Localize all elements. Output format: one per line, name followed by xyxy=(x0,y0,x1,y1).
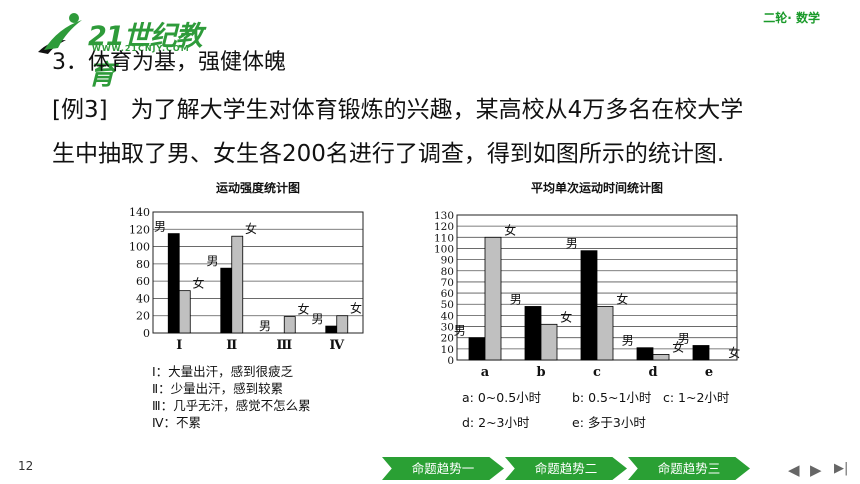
bar-male xyxy=(524,306,542,361)
trend-3-button[interactable]: 命题趋势三 xyxy=(628,457,750,480)
x-tick-label: Ⅳ xyxy=(329,338,344,353)
bar-series-label: 男 xyxy=(454,324,466,338)
x-tick-label: a xyxy=(481,365,490,380)
bar-male xyxy=(325,325,338,334)
legend-item: Ⅰ：大量出汗，感到很疲乏 xyxy=(152,364,294,379)
logo: 21世纪教育 WWW.21CNJY.COM xyxy=(30,10,205,91)
legend-item-d: d: 2~3小时 xyxy=(462,415,530,430)
bar-series-label: 女 xyxy=(728,345,740,360)
y-tick-label: 40 xyxy=(136,292,150,305)
y-tick-label: 140 xyxy=(129,206,150,219)
bar-series-label: 女 xyxy=(560,309,572,324)
bar-male xyxy=(580,250,598,361)
legend-item: Ⅱ：少量出汗，感到较累 xyxy=(152,381,284,396)
bar-female xyxy=(231,235,244,334)
y-tick-label: 100 xyxy=(129,241,150,254)
y-tick-label: 120 xyxy=(434,221,454,233)
trend-1-button[interactable]: 命题趋势一 xyxy=(382,457,504,480)
bar-female xyxy=(336,315,349,334)
page-number: 12 xyxy=(18,459,34,473)
section-title: 3．体育为基，强健体魄 xyxy=(52,50,286,75)
legend-item-c: c: 1~2小时 xyxy=(663,390,730,405)
x-tick-label: Ⅲ xyxy=(276,338,292,353)
bar-male xyxy=(468,337,486,361)
course-label: 二轮· 数学 xyxy=(763,11,820,25)
bar-series-label: 女 xyxy=(504,222,516,237)
bar-series-label: 男 xyxy=(622,334,634,348)
chart-title: 运动强度统计图 xyxy=(216,182,300,195)
chart-title: 平均单次运动时间统计图 xyxy=(531,182,663,195)
y-tick-label: 110 xyxy=(434,232,454,244)
y-tick-label: 60 xyxy=(441,288,454,300)
y-tick-label: 30 xyxy=(441,322,454,334)
legend-item: Ⅲ：几乎无汗，感觉不怎么累 xyxy=(152,398,311,413)
bar-series-label: 女 xyxy=(192,276,204,291)
bar-female xyxy=(596,306,614,361)
bar-series-label: 女 xyxy=(616,291,628,306)
bar-series-label: 女 xyxy=(297,302,309,317)
y-tick-label: 40 xyxy=(441,310,454,322)
y-tick-label: 0 xyxy=(447,355,454,367)
legend-item-b: b: 0.5~1小时 xyxy=(572,390,652,405)
y-tick-label: 80 xyxy=(441,266,454,278)
bar-female xyxy=(178,290,191,334)
bar-series-label: 女 xyxy=(245,221,257,236)
last-page-icon[interactable]: ▶| xyxy=(834,461,849,476)
y-tick-label: 80 xyxy=(136,258,150,271)
bar-series-label: 女 xyxy=(350,301,362,316)
problem-line-2: 生中抽取了男、女生各200名进行了调查，得到如图所示的统计图. xyxy=(52,141,725,167)
bar-female xyxy=(283,316,296,334)
bar-series-label: 男 xyxy=(154,220,166,234)
bar-series-label: 男 xyxy=(259,319,271,333)
y-tick-label: 10 xyxy=(441,344,454,356)
next-page-icon[interactable]: ▶ xyxy=(810,461,822,479)
y-tick-label: 50 xyxy=(441,299,454,311)
bar-female xyxy=(484,236,502,361)
y-tick-label: 0 xyxy=(143,327,150,340)
bar-male xyxy=(167,233,180,334)
problem-line-1: [例3] 为了解大学生对体育锻炼的兴趣，某高校从4万多名在校大学 xyxy=(52,97,744,123)
y-tick-label: 20 xyxy=(136,310,150,323)
bar-male xyxy=(636,347,654,361)
y-tick-label: 90 xyxy=(441,255,454,267)
intensity-legend: Ⅰ：大量出汗，感到很疲乏 Ⅱ：少量出汗，感到较累 Ⅲ：几乎无汗，感觉不怎么累 Ⅳ… xyxy=(152,363,311,431)
bar-series-label: 男 xyxy=(207,254,219,268)
bar-female xyxy=(540,323,558,361)
runner-icon xyxy=(38,13,82,54)
bar-female xyxy=(652,354,670,361)
y-tick-label: 130 xyxy=(434,210,454,222)
x-tick-label: Ⅰ xyxy=(176,338,182,353)
y-tick-label: 70 xyxy=(441,277,454,289)
y-tick-label: 120 xyxy=(129,223,150,236)
trend-2-button[interactable]: 命题趋势二 xyxy=(505,457,627,480)
y-tick-label: 60 xyxy=(136,275,150,288)
legend-item: Ⅳ：不累 xyxy=(152,415,202,430)
prev-page-icon[interactable]: ◀ xyxy=(788,461,800,479)
x-tick-label: b xyxy=(536,365,545,380)
x-tick-label: e xyxy=(705,365,713,380)
bar-male xyxy=(692,345,710,361)
x-tick-label: Ⅱ xyxy=(226,338,237,353)
plot-frame xyxy=(152,211,364,334)
bar-series-label: 女 xyxy=(672,339,684,354)
bar-series-label: 男 xyxy=(312,312,324,326)
logo-subtext: WWW.21CNJY.COM xyxy=(92,44,190,53)
time-legend: a: 0~0.5小时 b: 0.5~1小时 c: 1~2小时 d: 2~3小时 … xyxy=(462,385,762,435)
y-tick-label: 100 xyxy=(434,243,454,255)
bar-male xyxy=(220,267,233,334)
exercise-time-chart: 平均单次运动时间统计图 01020304050607080901001101201… xyxy=(434,182,740,380)
x-tick-label: d xyxy=(648,365,657,380)
legend-item-e: e: 多于3小时 xyxy=(572,415,646,430)
bar-series-label: 男 xyxy=(510,292,522,306)
logo-text: 21世纪教育 xyxy=(88,21,203,91)
x-tick-label: c xyxy=(593,365,601,380)
bar-series-label: 男 xyxy=(678,332,690,346)
legend-item-a: a: 0~0.5小时 xyxy=(462,390,542,405)
bar-series-label: 男 xyxy=(566,237,578,251)
y-tick-label: 20 xyxy=(441,333,454,345)
